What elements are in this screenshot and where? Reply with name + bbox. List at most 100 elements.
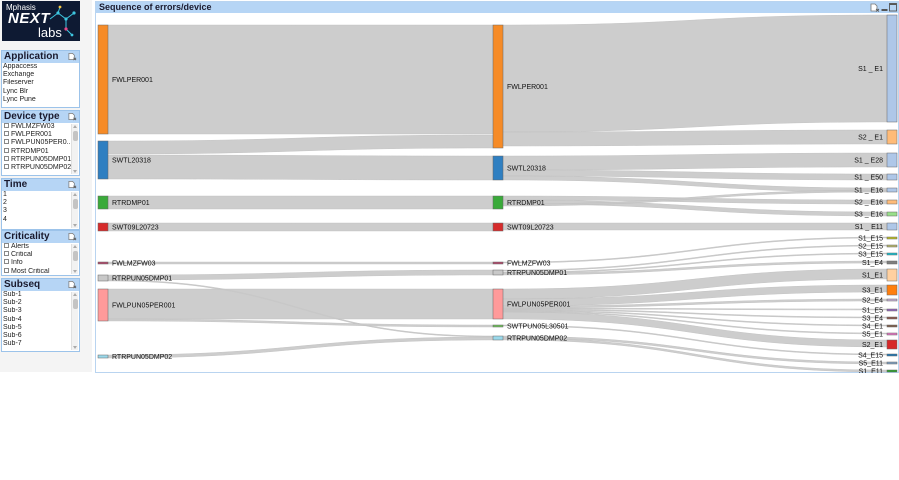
sankey-link[interactable] xyxy=(502,14,888,133)
checkbox[interactable] xyxy=(4,243,9,248)
sankey-node[interactable]: RTRDMP01 xyxy=(492,195,545,210)
filter-item[interactable]: Sub-4 xyxy=(3,316,79,324)
sankey-node-bar[interactable] xyxy=(492,155,504,181)
filter-item[interactable]: RTRPUN05DMP01 xyxy=(3,155,79,164)
maximize-icon[interactable] xyxy=(889,3,897,12)
sankey-node-bar[interactable] xyxy=(886,222,898,231)
filter-item[interactable]: Lync Blr xyxy=(3,88,79,96)
sankey-node-bar[interactable] xyxy=(97,354,109,359)
sankey-node[interactable]: RTRPUN05DMP01 xyxy=(97,274,172,283)
sankey-node[interactable]: RTRPUN05DMP02 xyxy=(97,354,172,361)
filter-item[interactable]: 4 xyxy=(3,216,79,224)
filter-item[interactable]: 1 xyxy=(3,191,79,199)
sankey-link[interactable] xyxy=(502,129,888,147)
sankey-node[interactable]: S4_E15 xyxy=(858,353,898,360)
sankey-node[interactable]: FWLPER001 xyxy=(492,24,548,149)
sankey-link[interactable] xyxy=(107,261,494,265)
sankey-link[interactable] xyxy=(107,154,494,181)
sankey-node[interactable]: SWTL20318 xyxy=(492,155,546,181)
sankey-node-bar[interactable] xyxy=(97,195,109,210)
scroll-up-icon[interactable] xyxy=(73,125,77,128)
sankey-node[interactable]: S1_E5 xyxy=(862,308,898,315)
sankey-node-bar[interactable] xyxy=(886,353,898,357)
filter-item[interactable]: Info xyxy=(3,259,79,267)
filter-item[interactable]: FWLPER001 xyxy=(3,131,79,139)
sankey-node-bar[interactable] xyxy=(886,324,898,328)
sankey-link[interactable] xyxy=(502,222,888,231)
sankey-node-bar[interactable] xyxy=(97,24,109,135)
sankey-node-bar[interactable] xyxy=(886,236,898,240)
sankey-node[interactable]: S1_E4 xyxy=(862,260,898,267)
sankey-node-bar[interactable] xyxy=(886,298,898,302)
sankey-node-bar[interactable] xyxy=(886,369,898,373)
sankey-node-bar[interactable] xyxy=(492,335,504,341)
filter-item[interactable]: RTRDMP01 xyxy=(3,147,79,156)
checkbox[interactable] xyxy=(4,259,9,265)
sankey-node[interactable]: S1 _ E28 xyxy=(854,152,898,168)
filter-item[interactable]: Sub-3 xyxy=(3,307,79,315)
sankey-node-bar[interactable] xyxy=(492,24,504,149)
checkbox[interactable] xyxy=(4,163,9,169)
scroll-up-icon[interactable] xyxy=(73,245,77,248)
sankey-node[interactable]: FWLPUN05PER001 xyxy=(97,288,176,322)
sankey-node[interactable]: S1_E11 xyxy=(859,369,898,374)
checkbox[interactable] xyxy=(4,267,9,273)
sankey-node-bar[interactable] xyxy=(886,187,898,193)
sankey-link[interactable] xyxy=(502,236,888,264)
sankey-node-bar[interactable] xyxy=(886,316,898,320)
sankey-node[interactable]: S2 _ E16 xyxy=(854,200,898,207)
sankey-link[interactable] xyxy=(107,24,494,135)
sankey-node[interactable]: FWLPUN05PER001 xyxy=(492,288,571,320)
sankey-node[interactable]: S5_E11 xyxy=(859,361,898,368)
sankey-node[interactable]: S4_E1 xyxy=(862,324,898,331)
sankey-node[interactable]: S1 _ E1 xyxy=(858,14,898,123)
checkbox[interactable] xyxy=(4,131,9,137)
sankey-link[interactable] xyxy=(107,318,494,328)
scroll-down-icon[interactable] xyxy=(73,224,77,227)
filter-item[interactable]: Sub-6 xyxy=(3,332,79,340)
sankey-node[interactable]: S1_E1 xyxy=(862,268,898,282)
filter-item[interactable]: Sub-2 xyxy=(3,299,79,307)
sankey-node[interactable]: S1 _ E16 xyxy=(854,187,898,195)
sankey-node[interactable]: S3_E1 xyxy=(862,284,898,296)
sankey-node[interactable]: S3 _ E16 xyxy=(854,212,898,219)
filter-item[interactable]: Appaccess xyxy=(3,63,79,71)
scroll-down-icon[interactable] xyxy=(73,270,77,273)
sankey-node-bar[interactable] xyxy=(886,129,898,145)
filter-item[interactable]: Sub-5 xyxy=(3,324,79,332)
sankey-link[interactable] xyxy=(502,152,888,171)
sankey-node[interactable]: SWT09L20723 xyxy=(492,222,554,232)
scrollbar[interactable] xyxy=(71,124,78,174)
sankey-node-bar[interactable] xyxy=(492,288,504,320)
sankey-node[interactable]: S2_E15 xyxy=(858,244,898,251)
scroll-thumb[interactable] xyxy=(73,199,78,209)
sankey-node-bar[interactable] xyxy=(886,284,898,296)
sankey-node[interactable]: SWTPUN05L30501 xyxy=(492,324,569,331)
clear-selection-icon[interactable] xyxy=(870,3,880,12)
checkbox[interactable] xyxy=(4,251,9,257)
filter-item[interactable]: 3 xyxy=(3,207,79,215)
sankey-node-bar[interactable] xyxy=(492,269,504,276)
checkbox[interactable] xyxy=(4,155,9,161)
sankey-node-bar[interactable] xyxy=(886,339,898,350)
filter-item[interactable]: Sub-1 xyxy=(3,291,79,299)
sankey-node-bar[interactable] xyxy=(97,288,109,322)
sankey-node-bar[interactable] xyxy=(886,252,898,256)
filter-item[interactable]: FWLMZFW03 xyxy=(3,123,79,131)
sankey-node[interactable]: S1_E15 xyxy=(858,236,898,243)
minimize-icon[interactable] xyxy=(881,3,888,12)
sankey-node[interactable]: FWLPER001 xyxy=(97,24,153,135)
sankey-node-bar[interactable] xyxy=(886,332,898,336)
filter-item[interactable]: 2 xyxy=(3,199,79,207)
filter-item[interactable]: Fileserver xyxy=(3,79,79,87)
filter-item[interactable]: FWLPUN05PER0... xyxy=(3,139,79,147)
sankey-node[interactable]: SWT09L20723 xyxy=(97,222,159,232)
sankey-node-bar[interactable] xyxy=(97,274,109,282)
sankey-node[interactable]: S3_E15 xyxy=(858,252,898,259)
sankey-link[interactable] xyxy=(107,222,494,232)
checkbox[interactable] xyxy=(4,123,9,128)
clear-selection-icon[interactable] xyxy=(68,112,77,121)
sankey-node-bar[interactable] xyxy=(97,222,109,232)
scrollbar[interactable] xyxy=(71,292,78,350)
sankey-node[interactable]: FWLMZFW03 xyxy=(492,261,551,268)
